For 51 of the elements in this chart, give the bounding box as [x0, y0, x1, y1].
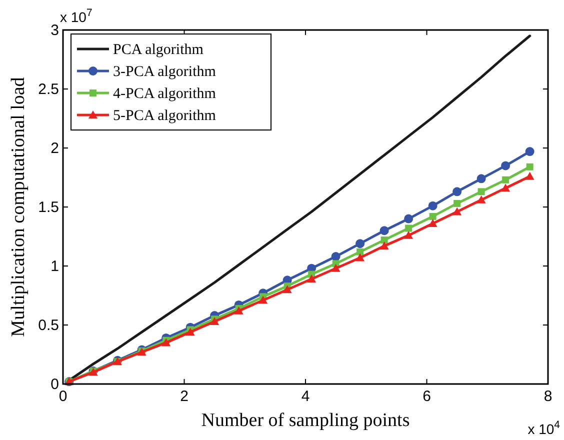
legend-label: 5-PCA algorithm: [113, 108, 216, 124]
point: [452, 187, 462, 196]
point: [502, 176, 510, 184]
legend-label: PCA algorithm: [113, 42, 204, 58]
point: [525, 147, 534, 156]
point: [331, 252, 340, 262]
text: x 10$^{7}$: [60, 7, 92, 25]
point: [476, 195, 486, 204]
point: [162, 338, 171, 346]
y-tick-label: 0: [50, 376, 59, 393]
y-tick-label: 1: [50, 258, 59, 275]
x-tick-label: 4: [301, 388, 310, 405]
point: [478, 188, 485, 196]
x-tick-label: 8: [544, 388, 552, 405]
legend-label: 3-PCA algorithm: [113, 64, 216, 80]
y-tick-label: 3: [50, 22, 59, 39]
point: [526, 163, 534, 170]
point: [282, 285, 292, 294]
point: [380, 241, 389, 250]
point: [405, 224, 412, 232]
y-tick-label: 0.5: [38, 317, 59, 334]
point: [356, 248, 364, 256]
point: [380, 226, 389, 236]
text: x 10$^{4}$: [528, 419, 560, 437]
y-tick-label: 1.5: [38, 199, 59, 216]
point: [428, 201, 438, 210]
point: [476, 174, 486, 184]
point: [404, 214, 414, 224]
point: [356, 253, 365, 262]
x-axis-title: Number of sampling points: [201, 410, 410, 431]
point: [234, 306, 244, 314]
point: [331, 264, 340, 272]
y-axis-title: Multiplication computational load: [8, 76, 29, 337]
point: [186, 328, 195, 336]
y-tick-label: 2.5: [38, 81, 59, 98]
legend-label: 4-PCA algorithm: [113, 86, 216, 102]
point: [525, 172, 534, 180]
y-tick-label: 2: [50, 140, 59, 157]
point: [404, 230, 414, 239]
point: [428, 219, 438, 228]
point: [429, 212, 436, 220]
point: [380, 236, 388, 244]
point: [307, 274, 316, 282]
x-tick-label: 6: [422, 388, 431, 405]
point: [356, 239, 365, 248]
point: [258, 296, 268, 304]
point: [501, 184, 510, 192]
x-tick-label: 2: [180, 388, 188, 405]
point: [454, 200, 461, 207]
point: [501, 161, 510, 170]
point: [452, 207, 462, 216]
